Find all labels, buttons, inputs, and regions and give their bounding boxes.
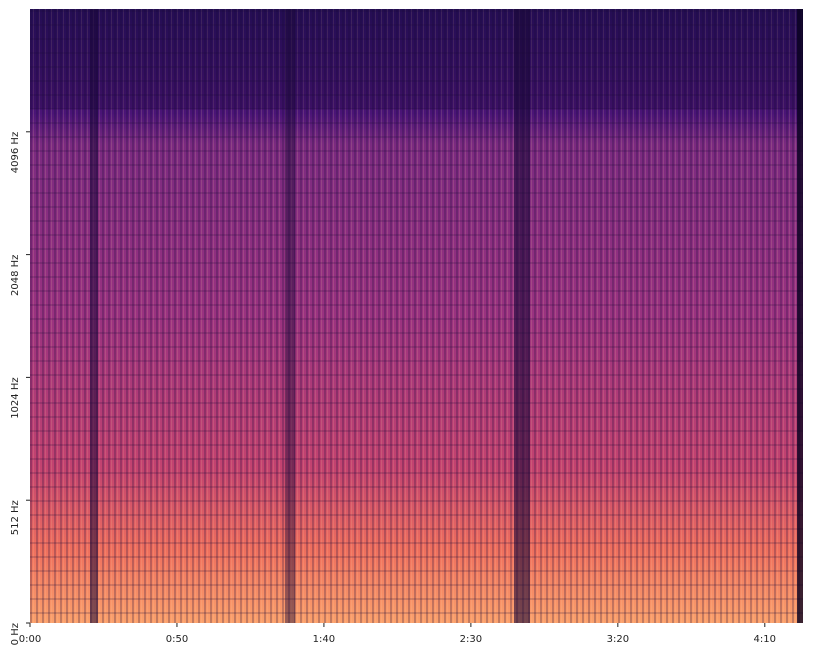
y-tick-label: 2048 Hz [10,255,21,296]
x-tick-label: 3:20 [607,634,629,645]
x-tick-label: 2:30 [460,634,482,645]
y-tick-label: 4096 Hz [10,132,21,173]
y-tick-label: 0 Hz [10,623,21,645]
spectrogram-image [30,9,803,623]
x-tick-label: 1:40 [313,634,335,645]
y-tick-label: 1024 Hz [10,377,21,418]
x-tick-label: 4:10 [754,634,776,645]
x-tick-label: 0:50 [166,634,188,645]
axes: 0:00 0:50 1:40 2:30 3:20 4:10 0 Hz 512 Hz 1024 H… [10,131,776,645]
x-tick-label: 0:00 [19,634,41,645]
y-tick-label: 512 Hz [10,500,21,535]
